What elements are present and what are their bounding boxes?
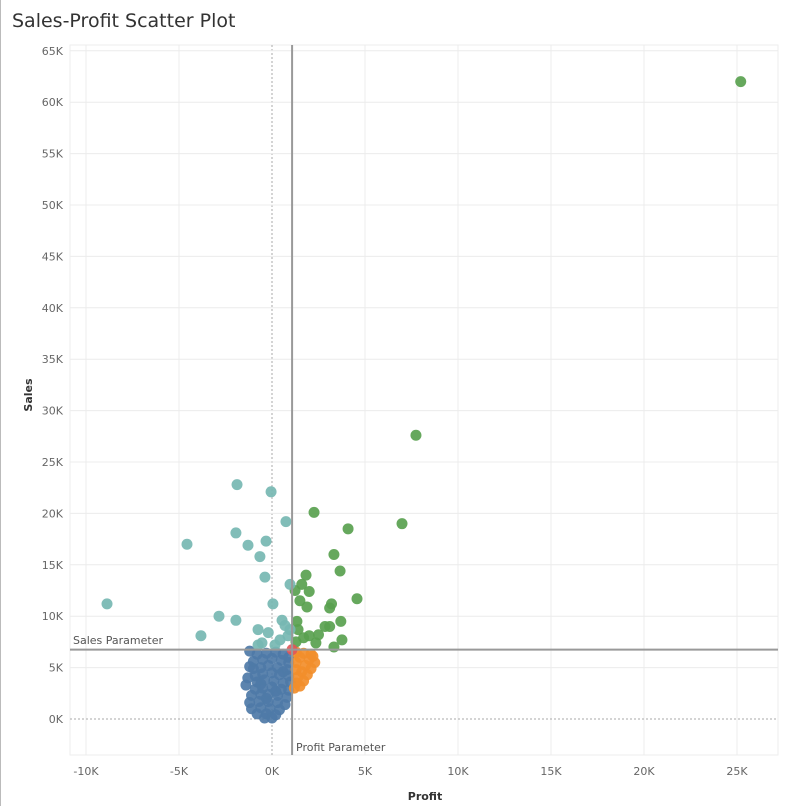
y-tick-label: 5K xyxy=(49,662,64,675)
data-point xyxy=(252,624,264,636)
data-point xyxy=(266,712,278,724)
data-point xyxy=(255,678,267,690)
data-point xyxy=(291,615,303,627)
data-point xyxy=(324,602,336,614)
data-point xyxy=(342,523,354,535)
x-tick-label: -5K xyxy=(170,765,189,778)
y-tick-label: 65K xyxy=(42,45,64,58)
tick-labels: -10K -5K 0K 5K 10K 15K 20K 25K 0K 5K 10K 15K 20K 25K 3… xyxy=(42,45,749,778)
x-tick-label: 20K xyxy=(633,765,655,778)
data-point xyxy=(270,685,282,697)
x-tick-label: 0K xyxy=(265,765,280,778)
data-point xyxy=(284,578,296,590)
data-point xyxy=(252,639,264,651)
data-point xyxy=(300,569,312,581)
left-border xyxy=(0,0,1,806)
x-tick-label: 25K xyxy=(726,765,748,778)
x-tick-label: 10K xyxy=(447,765,469,778)
data-point xyxy=(181,538,193,550)
data-point xyxy=(294,595,306,607)
data-point xyxy=(231,479,243,491)
profit-parameter-label: Profit Parameter xyxy=(296,741,386,754)
data-point xyxy=(328,549,340,561)
x-tick-label: 5K xyxy=(358,765,373,778)
sales-parameter-label: Sales Parameter xyxy=(73,634,163,647)
plot-area xyxy=(69,44,779,756)
y-tick-label: 35K xyxy=(42,353,64,366)
data-point xyxy=(230,527,242,539)
data-point xyxy=(334,565,346,577)
data-point xyxy=(308,506,320,518)
reference-lines xyxy=(70,45,778,755)
data-point xyxy=(410,429,422,441)
data-point xyxy=(267,598,279,610)
data-point xyxy=(242,539,254,551)
data-point xyxy=(396,518,408,530)
y-tick-label: 55K xyxy=(42,148,64,161)
chart-title: Sales-Profit Scatter Plot xyxy=(12,10,236,32)
data-point xyxy=(292,624,304,636)
data-point xyxy=(260,692,272,704)
data-point xyxy=(307,650,319,662)
y-tick-label: 50K xyxy=(42,199,64,212)
data-point xyxy=(351,593,363,605)
data-point xyxy=(269,639,281,651)
y-tick-label: 40K xyxy=(42,302,64,315)
data-point xyxy=(195,630,207,642)
y-tick-label: 10K xyxy=(42,610,64,623)
gridlines xyxy=(69,44,779,756)
data-point xyxy=(301,601,313,613)
x-tick-label: -10K xyxy=(73,765,99,778)
data-point xyxy=(230,614,242,626)
data-point xyxy=(280,516,292,528)
data-point xyxy=(254,551,266,563)
data-point xyxy=(265,486,277,498)
x-tick-label: 15K xyxy=(540,765,562,778)
data-point xyxy=(303,586,315,598)
data-point xyxy=(262,627,274,639)
x-axis-label: Profit xyxy=(408,790,442,803)
data-point xyxy=(294,680,306,692)
data-point xyxy=(260,535,272,547)
y-tick-label: 0K xyxy=(49,713,64,726)
data-point xyxy=(310,637,322,649)
data-point xyxy=(240,679,252,691)
y-tick-label: 60K xyxy=(42,96,64,109)
data-point xyxy=(335,615,347,627)
data-point xyxy=(735,76,747,88)
y-tick-label: 45K xyxy=(42,250,64,263)
data-point xyxy=(324,620,336,632)
data-point xyxy=(284,624,296,636)
data-point xyxy=(101,598,113,610)
data-point xyxy=(244,661,256,673)
data-point xyxy=(336,634,348,646)
y-axis-label: Sales xyxy=(22,378,35,412)
data-point xyxy=(328,641,340,653)
data-points xyxy=(101,76,747,724)
y-tick-label: 15K xyxy=(42,559,64,572)
y-tick-label: 30K xyxy=(42,405,64,418)
y-tick-label: 25K xyxy=(42,456,64,469)
data-point xyxy=(259,571,271,583)
data-point xyxy=(213,610,225,622)
y-tick-label: 20K xyxy=(42,507,64,520)
data-point xyxy=(277,666,289,678)
